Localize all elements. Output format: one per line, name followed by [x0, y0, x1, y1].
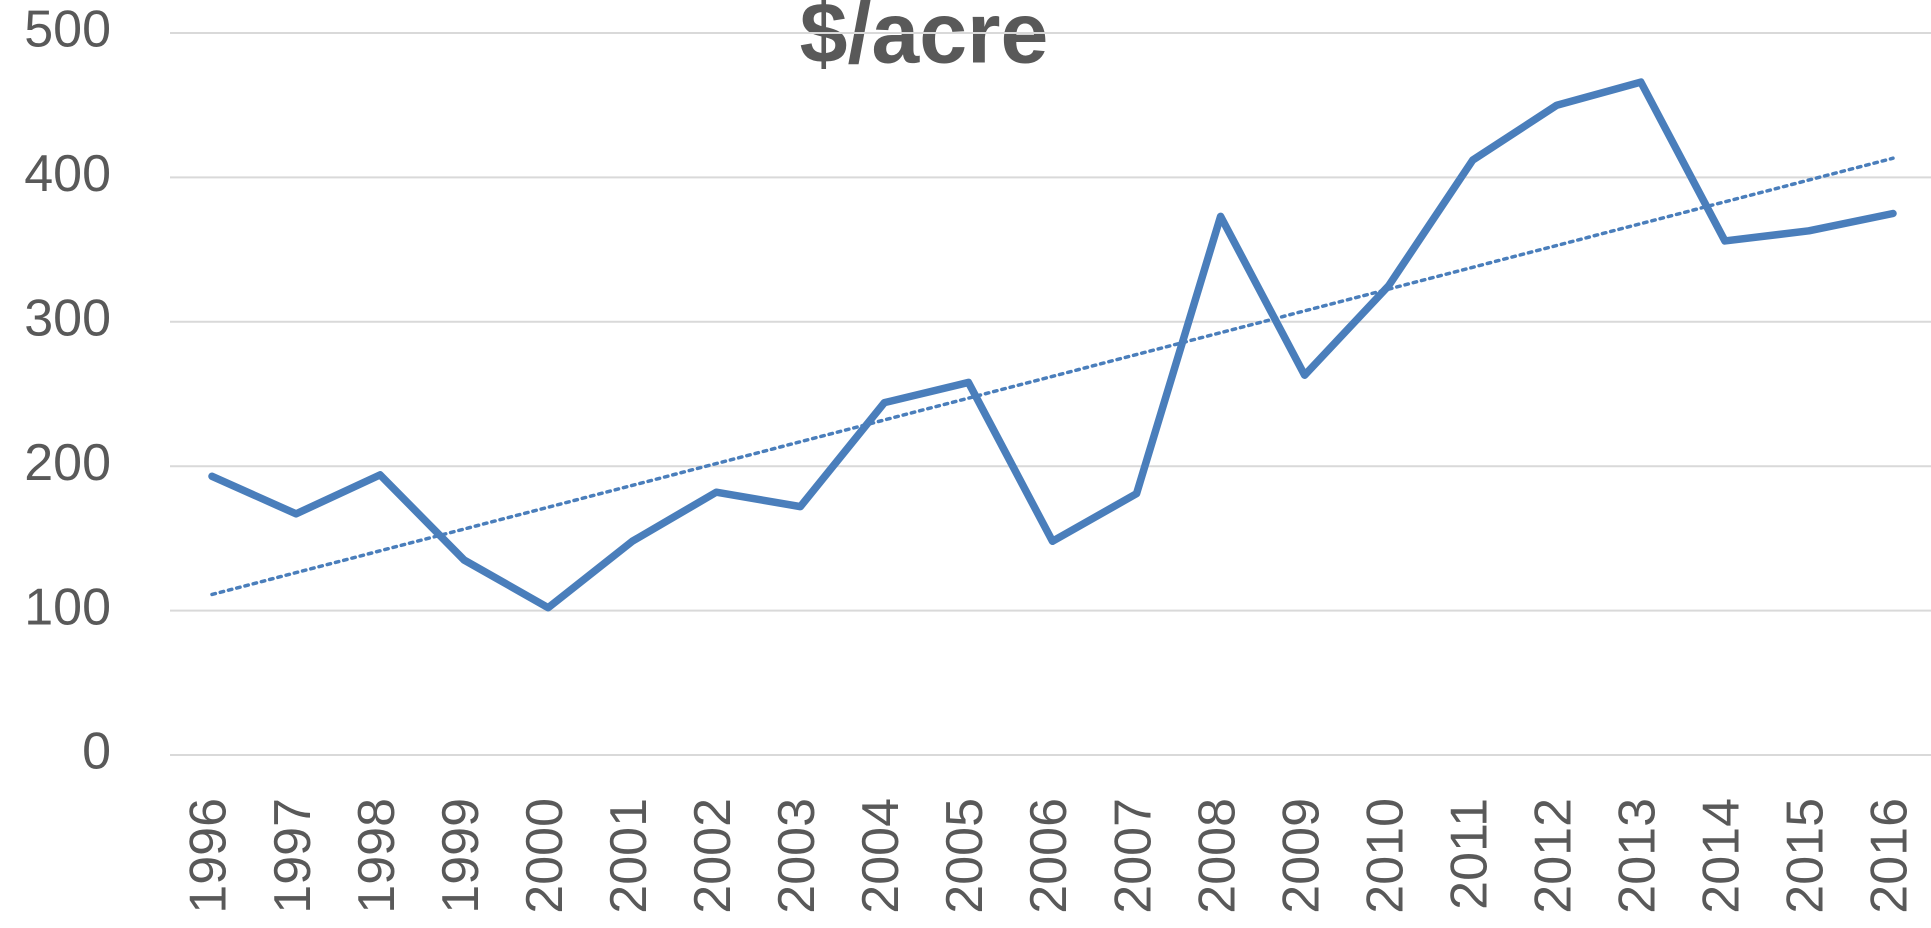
trendline — [210, 156, 1895, 597]
y-tick-label: 300 — [24, 290, 111, 348]
x-tick-label: 2004 — [852, 798, 910, 914]
x-tick-label: 2007 — [1104, 798, 1162, 914]
y-tick-label: 200 — [24, 434, 111, 492]
chart-title: $/acre — [800, 0, 1049, 82]
x-tick-label: 2012 — [1525, 798, 1583, 914]
x-tick-label: 2006 — [1020, 798, 1078, 914]
x-tick-label: 2010 — [1356, 798, 1414, 914]
x-tick-label: 2001 — [600, 798, 658, 914]
x-tick-label: 2015 — [1777, 798, 1835, 914]
x-tick-label: 2003 — [768, 798, 826, 914]
x-tick-label: 2009 — [1272, 798, 1330, 914]
x-tick-label: 2014 — [1693, 798, 1751, 914]
x-tick-label: 2005 — [936, 798, 994, 914]
y-tick-label: 0 — [82, 723, 111, 781]
x-tick-label: 2013 — [1609, 798, 1667, 914]
x-tick-label: 2016 — [1861, 798, 1919, 914]
x-tick-label: 1998 — [348, 798, 406, 914]
data-line — [208, 78, 1897, 612]
y-tick-label: 100 — [24, 578, 111, 636]
x-tick-label: 2002 — [684, 798, 742, 914]
x-tick-label: 2011 — [1440, 798, 1498, 910]
x-tick-label: 1997 — [264, 798, 322, 914]
x-tick-label: 2008 — [1188, 798, 1246, 914]
y-tick-label: 400 — [24, 145, 111, 203]
x-tick-label: 1996 — [180, 798, 238, 914]
x-tick-label: 2000 — [516, 798, 574, 914]
x-tick-label: 1999 — [432, 798, 490, 914]
y-tick-label: 500 — [24, 1, 111, 59]
